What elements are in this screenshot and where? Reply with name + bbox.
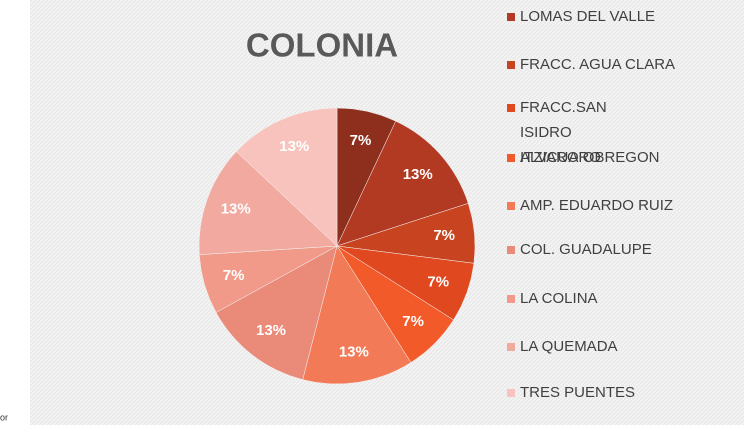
data-label: 7% [223, 267, 245, 284]
legend-swatch [507, 61, 515, 69]
legend-label: ALVARO OBREGON [520, 149, 659, 166]
legend-label: FRACC.SAN ISIDRO ITZICUARO [520, 99, 607, 166]
legend-label: TRES PUENTES [520, 384, 635, 401]
legend-label: LOMAS DEL VALLE [520, 8, 655, 25]
legend-label-line: ITZICUARO [520, 149, 601, 166]
pie-slice [236, 107, 338, 247]
data-label: 7% [350, 132, 372, 149]
legend-label-line: FRACC.SAN [520, 99, 607, 116]
legend-label: AMP. EDUARDO RUIZ [520, 197, 673, 214]
data-label: 13% [339, 343, 369, 360]
legend-swatch [507, 389, 515, 397]
legend-label: COL. GUADALUPE [520, 241, 652, 258]
data-label: 13% [221, 201, 251, 218]
legend-label: LA QUEMADA [520, 338, 618, 355]
data-label: 7% [402, 313, 424, 330]
legend-swatch [507, 13, 515, 21]
pie-slice [302, 245, 412, 385]
footnote: or [0, 412, 8, 422]
legend-label-line: ISIDRO [520, 124, 572, 141]
legend-swatch [507, 202, 515, 210]
legend-swatch [507, 246, 515, 254]
legend-label: LA COLINA [520, 290, 598, 307]
data-label: 13% [279, 138, 309, 155]
legend-swatch [507, 104, 515, 112]
pie-slice [215, 245, 338, 380]
pie-slice [336, 120, 469, 247]
legend-swatch [507, 154, 515, 162]
data-label: 13% [256, 322, 286, 339]
data-label: 7% [427, 273, 449, 290]
legend-swatch [507, 343, 515, 351]
legend-label: FRACC. AGUA CLARA [520, 56, 675, 73]
legend-swatch [507, 295, 515, 303]
data-label: 7% [433, 227, 455, 244]
data-label: 13% [403, 166, 433, 183]
pie-slice [198, 151, 338, 255]
chart-title: COLONIA [246, 27, 398, 64]
